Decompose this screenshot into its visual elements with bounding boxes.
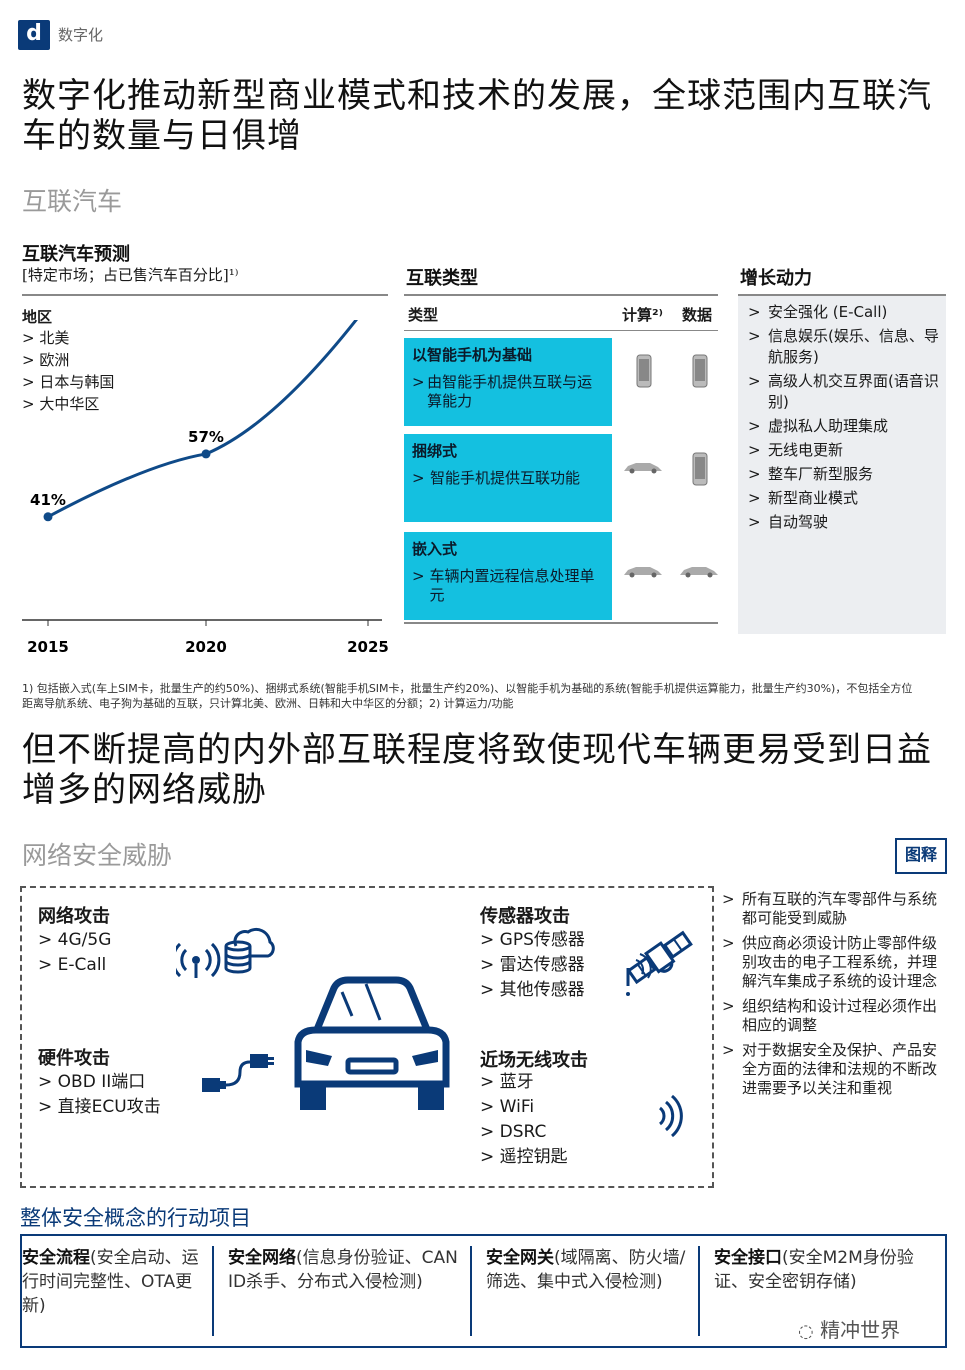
x-tick-label: 2020 [185, 638, 227, 656]
satellite-icon [626, 930, 693, 996]
list-item: > 日本与韩国 [22, 373, 115, 391]
data-label: 41% [30, 491, 66, 509]
series-line [47, 320, 358, 519]
list-item: > 欧洲 [22, 351, 70, 369]
col-header-type: 类型 [408, 306, 439, 324]
list-item: > E-Call [38, 955, 107, 975]
list-item: > 高级人机交互界面(语音识别) [748, 372, 939, 411]
network-cloud-icon [176, 927, 275, 978]
action-item: 安全流程(安全启动、运行时间完整性、OTA更新) [22, 1248, 199, 1316]
list-item: > 雷达传感器 [480, 955, 585, 975]
car-front-icon [294, 976, 450, 1110]
divider [470, 1246, 472, 1336]
action-item: 安全网络(信息身份验证、CAN ID杀手、分布式入侵检测) [228, 1248, 458, 1292]
section-tag: 数字化 [58, 26, 104, 44]
section-subtitle-2: 网络安全威胁 [22, 841, 173, 870]
list-item: > GPS传感器 [480, 930, 585, 950]
hardware-attack-list: > OBD II端口 > 直接ECU攻击 [38, 1070, 161, 1120]
drivers-list: > 安全强化 (E-Call) > 信息娱乐(娱乐、信息、导航服务) > 高级人机交互… [748, 302, 940, 533]
list-item: > 信息娱乐(娱乐、信息、导航服务) [748, 327, 939, 366]
list-item: > 4G/5G [38, 930, 112, 950]
list-item: > 遥控钥匙 [480, 1147, 568, 1167]
list-item: > 自动驾驶 [748, 513, 829, 531]
type-cell-tethered: 捆绑式 > 智能手机提供互联功能 [404, 434, 612, 522]
x-tick-label: 2025 [347, 638, 389, 656]
action-items-box [20, 1234, 947, 1348]
phone-icon [636, 354, 652, 388]
region-heading: 地区 [22, 308, 53, 326]
nearfield-attack-title: 近场无线攻击 [480, 1050, 588, 1071]
list-item: > 所有互联的汽车零部件与系统都可能受到威胁 [722, 890, 938, 927]
divider [212, 1246, 214, 1336]
wechat-icon: ◌ [798, 1321, 814, 1342]
list-item: > 虚拟私人助理集成 [748, 417, 889, 435]
col-header-compute: 计算²⁾ [622, 306, 663, 324]
data-point [201, 449, 211, 459]
phone-icon [692, 452, 708, 486]
sensor-attack-title: 传感器攻击 [480, 906, 570, 927]
list-item: > 对于数据安全及保护、产品安全方面的法律和法规的不断改进需要予以关注和重视 [722, 1041, 938, 1097]
list-item: > 组织结构和设计过程必须作出相应的调整 [722, 997, 938, 1034]
divider [22, 294, 388, 296]
divider [404, 294, 718, 296]
brand-logo: d [18, 20, 50, 50]
legend-button[interactable]: 图释 [895, 838, 947, 874]
watermark: ◌ 精冲世界 [798, 1318, 901, 1342]
list-item: > DSRC [480, 1122, 547, 1142]
phone-icon [692, 354, 708, 388]
cable-plug-icon [202, 1054, 274, 1092]
drivers-title: 增长动力 [740, 268, 812, 289]
list-item: > 无线电更新 [748, 441, 844, 459]
forecast-subtitle: [特定市场；占已售汽车百分比]¹⁾ [22, 266, 239, 284]
data-label: 57% [188, 428, 224, 446]
type-cell-embedded: 嵌入式 > 车辆内置远程信息处理单元 [404, 532, 612, 620]
x-tick-label: 2015 [27, 638, 69, 656]
list-item: > 直接ECU攻击 [38, 1097, 161, 1117]
section-title-2: 但不断提高的内外部互联程度将致使现代车辆更易受到日益增多的网络威胁 [22, 730, 932, 810]
list-item: > 蓝牙 [480, 1072, 534, 1092]
action-items-title: 整体安全概念的行动项目 [20, 1206, 251, 1230]
action-item: 安全网关(域隔离、防火墙/筛选、集中式入侵检测) [486, 1248, 686, 1292]
network-attack-title: 网络攻击 [38, 906, 110, 927]
page-title: 数字化推动新型商业模式和技术的发展，全球范围内互联汽车的数量与日俱增 [22, 76, 932, 156]
divider [698, 1246, 700, 1336]
network-attack-list: > 4G/5G > E-Call [38, 928, 111, 978]
car-icon [624, 463, 662, 474]
wireless-icon [658, 1094, 683, 1138]
action-item: 安全接口(安全M2M身份验证、安全密钥存储) [714, 1248, 914, 1292]
col-header-data: 数据 [682, 306, 713, 324]
drivers-panel [738, 294, 946, 634]
divider [404, 330, 718, 331]
list-item: > 新型商业模式 [748, 489, 859, 507]
type-cell-smartphone: 以智能手机为基础 > 由智能手机提供互联与运算能力 [404, 338, 612, 426]
footnote: 1) 包括嵌入式(车上SIM卡，批量生产的约50%)、捆绑式系统(智能手机SIM… [22, 682, 913, 710]
list-item: > 安全强化 (E-Call) [748, 303, 888, 321]
threat-diagram [20, 886, 714, 1188]
sensor-attack-list: > GPS传感器 > 雷达传感器 > 其他传感器 [480, 928, 585, 1003]
data-point [43, 512, 53, 522]
section-subtitle: 互联汽车 [22, 187, 123, 216]
list-item: > 整车厂新型服务 [748, 465, 874, 483]
forecast-title: 互联汽车预测 [22, 244, 130, 265]
divider [404, 622, 718, 624]
nearfield-attack-list: > 蓝牙 > WiFi > DSRC > 遥控钥匙 [480, 1070, 568, 1170]
list-item: > 供应商必须设计防止零部件级别攻击的电子工程系统，并理解汽车集成子系统的设计理念 [722, 934, 938, 990]
security-notes: > 所有互联的汽车零部件与系统都可能受到威胁 > 供应商必须设计防止零部件级别攻击的… [722, 890, 944, 1098]
region-list: > 北美 > 欧洲 > 日本与韩国 > 大中华区 [22, 327, 114, 415]
car-icon [680, 567, 718, 578]
connect-types-title: 互联类型 [406, 268, 478, 289]
hardware-attack-title: 硬件攻击 [38, 1048, 110, 1069]
list-item: > 其他传感器 [480, 980, 585, 1000]
list-item: > OBD II端口 [38, 1072, 146, 1092]
list-item: > 大中华区 [22, 395, 100, 413]
list-item: > 北美 [22, 329, 70, 347]
car-icon [624, 567, 662, 578]
list-item: > WiFi [480, 1097, 535, 1117]
